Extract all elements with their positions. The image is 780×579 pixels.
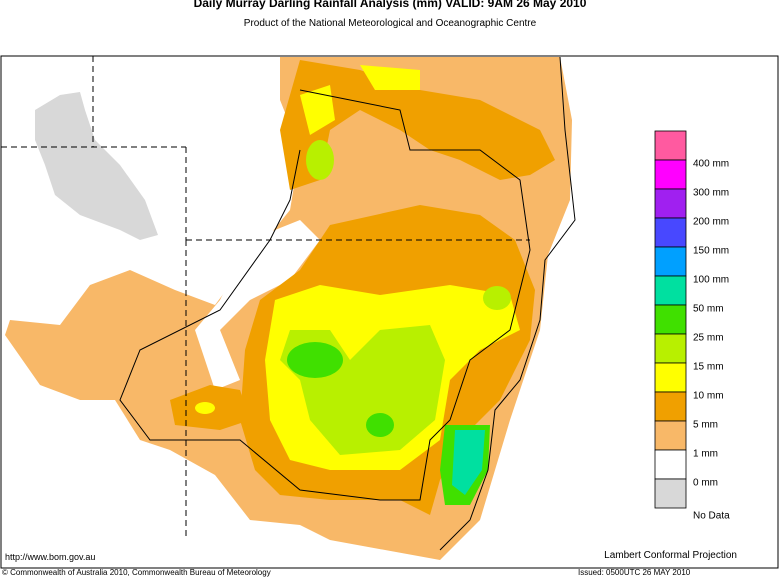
legend-swatch [654,159,687,190]
moderate-rain-area [280,60,555,190]
legend-swatch [654,130,687,161]
legend-swatch [654,246,687,277]
state-borders [1,56,530,540]
basin-outline [119,89,531,501]
title: Daily Murray Darling Rainfall Analysis (… [194,0,587,10]
legend-swatch [654,275,687,306]
heavy-rain-area [195,402,215,414]
very-heavy-rain-area [483,286,511,310]
legend-label: 300 mm [693,188,729,199]
legend-swatch [654,333,687,364]
heavy-rain-area [360,65,420,90]
legend-swatch [654,391,687,422]
source-url: http://www.bom.gov.au [5,552,95,562]
no-data-area [35,92,158,240]
legend-label: 25 mm [693,333,724,344]
coastal-extreme-rain [452,430,485,495]
legend-swatch [654,478,687,509]
legend-label: 5 mm [693,420,718,431]
legend: 400 mm 300 mm 200 mm 150 mm 100 mm 50 mm 25 mm… [654,130,730,522]
coastline [439,56,576,551]
legend-label: No Data [693,511,730,522]
map [0,55,779,569]
legend-swatch [654,304,687,335]
issued: Issued: 0500UTC 26 MAY 2010 [578,568,691,577]
legend-label: 50 mm [693,304,724,315]
very-heavy-rain-core [366,413,394,437]
dry-area [195,220,320,390]
legend-label: 100 mm [693,275,729,286]
legend-swatch [654,362,687,393]
very-heavy-rain-area [306,140,334,180]
legend-label: 200 mm [693,217,729,228]
heavy-rain-area [300,85,335,135]
legend-label: 10 mm [693,391,724,402]
legend-swatch [654,449,687,480]
copyright: © Commonwealth of Australia 2010, Common… [2,568,271,577]
legend-swatch [654,188,687,219]
legend-label: 150 mm [693,246,729,257]
very-heavy-rain-core [287,342,343,378]
legend-label: 0 mm [693,478,718,489]
legend-label: 15 mm [693,362,724,373]
legend-swatch [654,217,687,248]
projection: Lambert Conformal Projection [604,550,737,561]
subtitle: Product of the National Meteorological a… [244,18,537,29]
legend-label: 1 mm [693,449,718,460]
legend-swatch [654,420,687,451]
legend-label: 400 mm [693,159,729,170]
